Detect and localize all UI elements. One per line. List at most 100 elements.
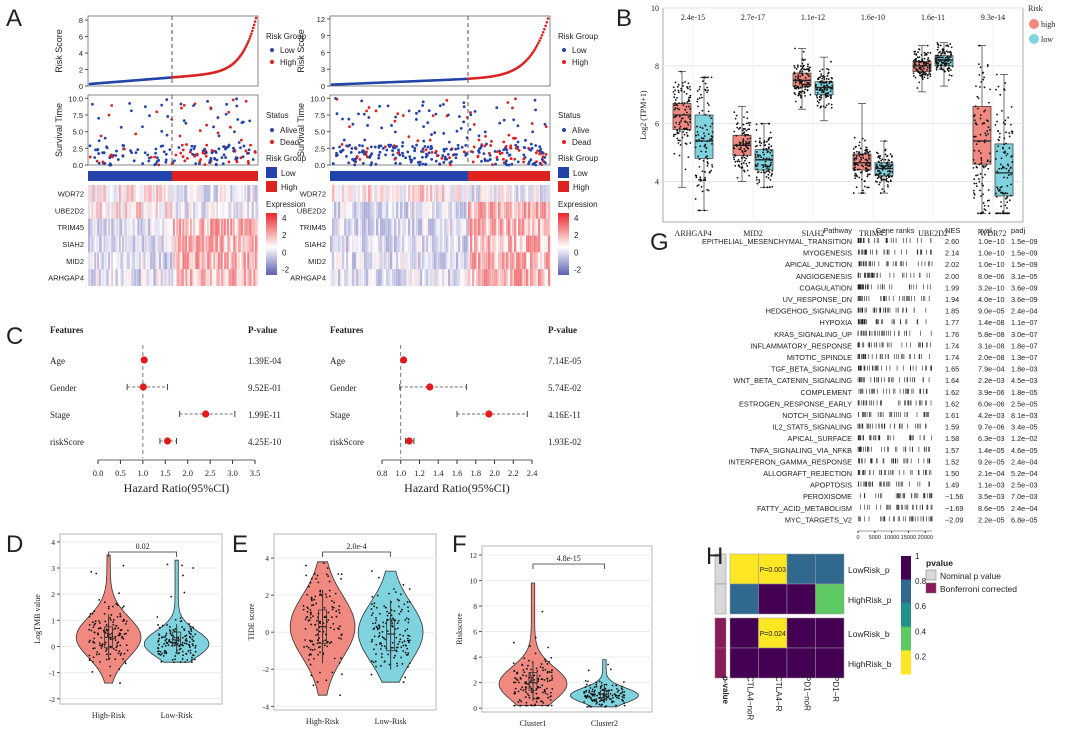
survival-point — [473, 110, 477, 113]
jitter-point — [687, 98, 690, 101]
heatmap-cell — [120, 269, 123, 286]
violin-point — [327, 611, 330, 614]
heatmap-cell — [159, 252, 161, 270]
violin-point — [188, 630, 190, 633]
violin-point — [533, 674, 536, 677]
jitter-point — [983, 141, 986, 144]
padj-value: 1.5e−09 — [1011, 260, 1038, 269]
jitter-point — [698, 178, 701, 181]
heatmap-cell — [376, 269, 379, 286]
heatmap-cell — [200, 269, 203, 286]
heatmap-cell — [213, 235, 216, 253]
jitter-point — [695, 174, 698, 177]
jitter-point — [767, 173, 770, 176]
heatmap-cell — [344, 269, 347, 286]
survival-tick-label: 2.5 — [315, 144, 325, 153]
heatmap-cell — [146, 218, 149, 236]
jitter-point — [973, 192, 975, 195]
heatmap-cell — [137, 252, 140, 270]
ytick-label: 2 — [265, 591, 269, 600]
heatmap-cell — [202, 235, 205, 253]
heatmap-cell — [390, 235, 393, 253]
heatmap-cell — [408, 235, 411, 253]
violin-point — [407, 618, 410, 621]
jitter-point — [977, 97, 980, 100]
violin-point — [619, 692, 622, 695]
jitter-point — [801, 90, 804, 93]
heatmap-cell — [344, 235, 347, 253]
violin-point — [531, 704, 534, 707]
heatmap-cell — [120, 185, 123, 202]
jitter-point — [926, 66, 929, 69]
heatmap-cell — [536, 218, 539, 236]
heatmap-cell — [430, 202, 432, 219]
heatmap-cell — [190, 269, 192, 286]
heatmap-cell — [241, 218, 243, 236]
survival-point — [358, 151, 361, 154]
violin-point — [193, 658, 196, 661]
heatmap-cell — [101, 269, 104, 286]
jitter-point — [866, 174, 869, 176]
legend-title: Risk — [1028, 4, 1043, 13]
jitter-point — [684, 80, 686, 83]
violin-point — [513, 669, 516, 672]
ytick-label: 10 — [470, 576, 478, 585]
heatmap-cell — [420, 218, 423, 236]
jitter-point — [756, 168, 759, 171]
heatmap-cell — [117, 252, 120, 270]
survival-point — [471, 160, 475, 164]
survival-point — [155, 156, 159, 160]
violin-point — [379, 648, 382, 650]
violin-point — [527, 664, 529, 667]
heatmap-cell — [196, 185, 199, 202]
jitter-point — [816, 100, 819, 103]
jitter-point — [997, 212, 1000, 215]
heatmap-cell — [464, 201, 467, 219]
survival-point — [358, 144, 361, 147]
heatmap-cell — [482, 269, 485, 286]
violin-point — [170, 634, 173, 637]
survival-point — [368, 155, 372, 159]
violin-point — [116, 644, 119, 647]
category-label: MID2 — [743, 229, 763, 238]
survival-point — [391, 149, 394, 153]
violin-point — [340, 637, 342, 640]
heatmap-cell — [438, 201, 441, 219]
heatmap-cell — [234, 201, 237, 219]
survival-point — [160, 129, 164, 133]
survival-point — [389, 143, 393, 147]
violin-point — [170, 595, 173, 598]
heatmap-cell — [166, 269, 169, 286]
violin-point — [599, 700, 601, 703]
violin-point — [405, 617, 408, 620]
heatmap-cell — [414, 235, 417, 253]
jitter-point — [940, 54, 942, 57]
survival-point — [204, 151, 208, 155]
survival-point — [544, 125, 548, 129]
survival-point — [393, 130, 397, 134]
heatmap-cell — [254, 201, 257, 219]
heatmap-cell — [105, 185, 107, 202]
pvalue-label: 2.7e-17 — [741, 13, 765, 22]
heatmap-cell — [350, 218, 353, 236]
violin-point — [162, 654, 165, 657]
heatmap-cell — [374, 236, 376, 253]
heatmap-cell — [470, 201, 473, 219]
heatmap-cell — [336, 235, 339, 253]
violin-point — [526, 693, 529, 695]
hazard-ratio-point — [202, 410, 210, 418]
heatmap-cell — [490, 252, 493, 270]
heatmap-cell — [106, 269, 109, 286]
heatmap-cell — [452, 185, 455, 202]
survival-point — [509, 144, 513, 148]
heatmap-cell — [460, 201, 463, 219]
heatmap-cell — [190, 201, 192, 219]
jitter-point — [888, 170, 891, 173]
violin-point — [320, 594, 323, 597]
heatmap-cell — [176, 218, 178, 236]
heatmap-cell — [338, 235, 341, 253]
jitter-point — [794, 47, 797, 50]
heatmap-cell — [202, 252, 205, 270]
violin-point — [181, 564, 183, 567]
violin-point — [169, 630, 172, 633]
